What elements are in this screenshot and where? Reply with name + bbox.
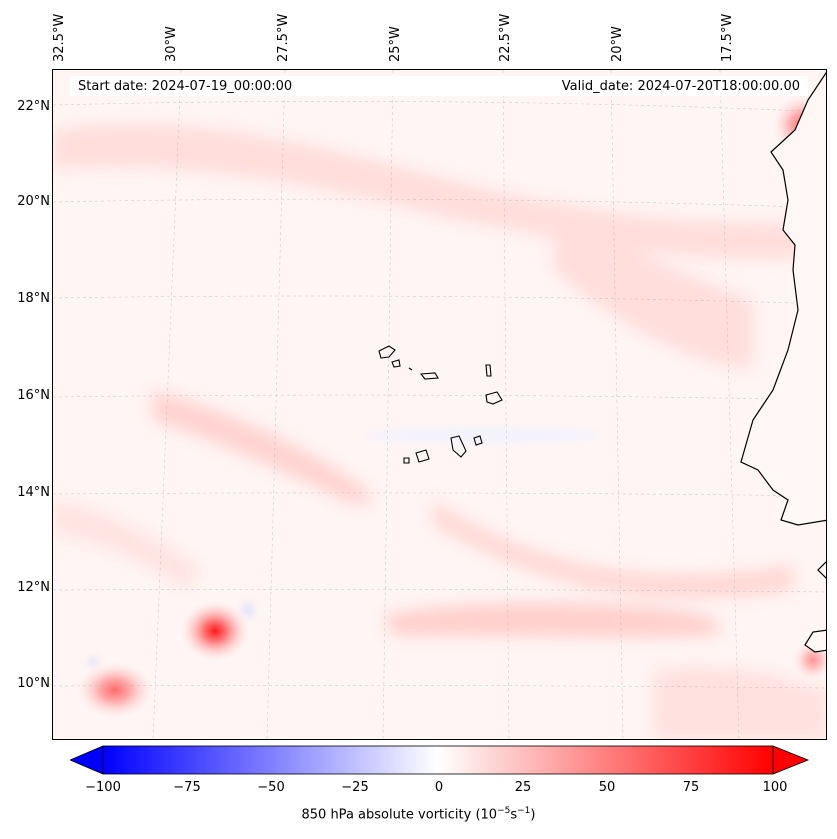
colorbar-tick: −25 [341,780,369,795]
cape-verde-islands [378,345,503,464]
lat-label: 12°N [17,580,50,595]
positive-vorticity-bands [53,123,826,739]
lon-label: 20°W [610,26,625,62]
colorbar-label: 850 hPa absolute vorticity (10−5s−1) [301,806,536,823]
colorbar-gradient [102,745,774,775]
vorticity-field [53,70,826,739]
date-banner: Start date: 2024-07-19_00:00:00 Valid_da… [70,76,808,96]
colorbar-tick: 0 [434,780,444,795]
graticule [53,70,826,739]
colorbar-tick: −100 [85,780,121,795]
lon-label: 32.5°W [52,13,67,62]
start-date: Start date: 2024-07-19_00:00:00 [78,78,293,94]
lon-label: 22.5°W [498,13,513,62]
colorbar-tick: 100 [762,780,788,795]
lon-label: 30°W [164,26,179,62]
colorbar-extend-max [772,745,810,775]
lat-label: 10°N [17,676,50,691]
colorbar-tick: −75 [173,780,201,795]
map-plot-area [52,69,827,740]
africa-coastline [740,71,826,653]
lon-label: 27.5°W [276,13,291,62]
lon-label: 17.5°W [720,13,735,62]
colorbar [70,745,810,775]
lon-label: 25°W [388,26,403,62]
valid-date: Valid_date: 2024-07-20T18:00:00.00 [561,78,800,94]
colorbar-tick: 75 [682,780,700,795]
lat-label: 22°N [17,99,50,114]
colorbar-tick: −50 [257,780,285,795]
colorbar-tick: 25 [514,780,532,795]
lat-label: 14°N [17,485,50,500]
lat-label: 20°N [17,194,50,209]
colorbar-extend-min [70,745,104,775]
colorbar-tick: 50 [598,780,616,795]
lat-label: 18°N [17,291,50,306]
lat-label: 16°N [17,388,50,403]
